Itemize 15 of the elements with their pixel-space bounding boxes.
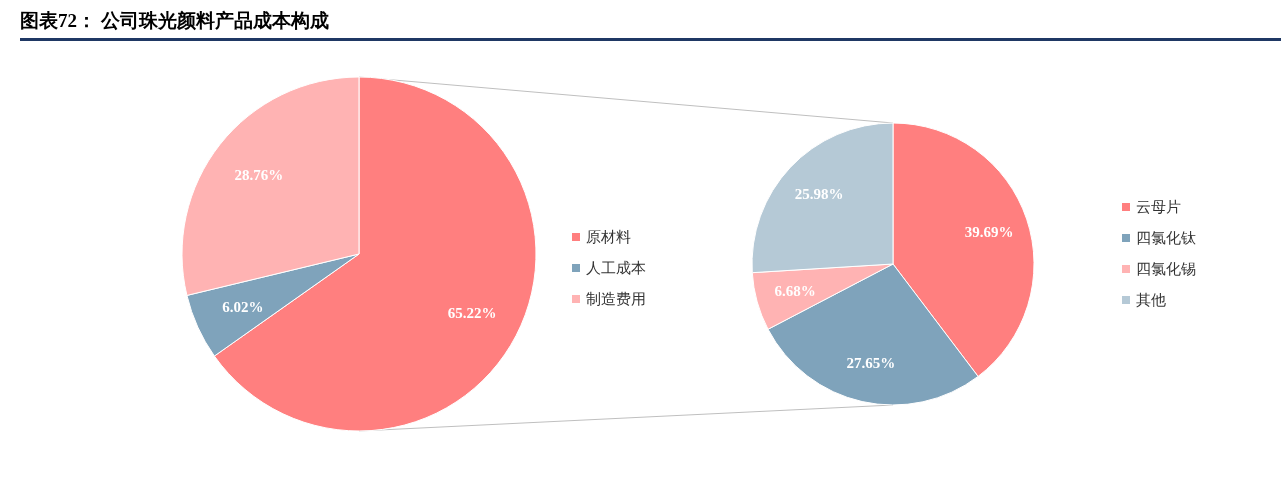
data-label: 6.68% <box>774 283 816 300</box>
legend-label: 四氯化锡 <box>1136 260 1196 278</box>
data-label: 27.65% <box>846 355 896 372</box>
legend-label: 制造费用 <box>586 290 646 308</box>
data-label: 65.22% <box>447 304 497 321</box>
data-label: 6.02% <box>222 298 264 315</box>
legend-label: 人工成本 <box>586 259 646 277</box>
data-label: 28.76% <box>234 167 284 184</box>
legend-label: 四氯化钛 <box>1136 229 1196 247</box>
data-label: 39.69% <box>964 223 1014 240</box>
legend-label: 其他 <box>1136 291 1166 309</box>
legend-label: 原材料 <box>586 228 631 246</box>
legend-label: 云母片 <box>1136 198 1181 216</box>
chart-title: 图表72： 公司珠光颜料产品成本构成 <box>20 10 329 31</box>
data-label: 25.98% <box>794 186 844 203</box>
